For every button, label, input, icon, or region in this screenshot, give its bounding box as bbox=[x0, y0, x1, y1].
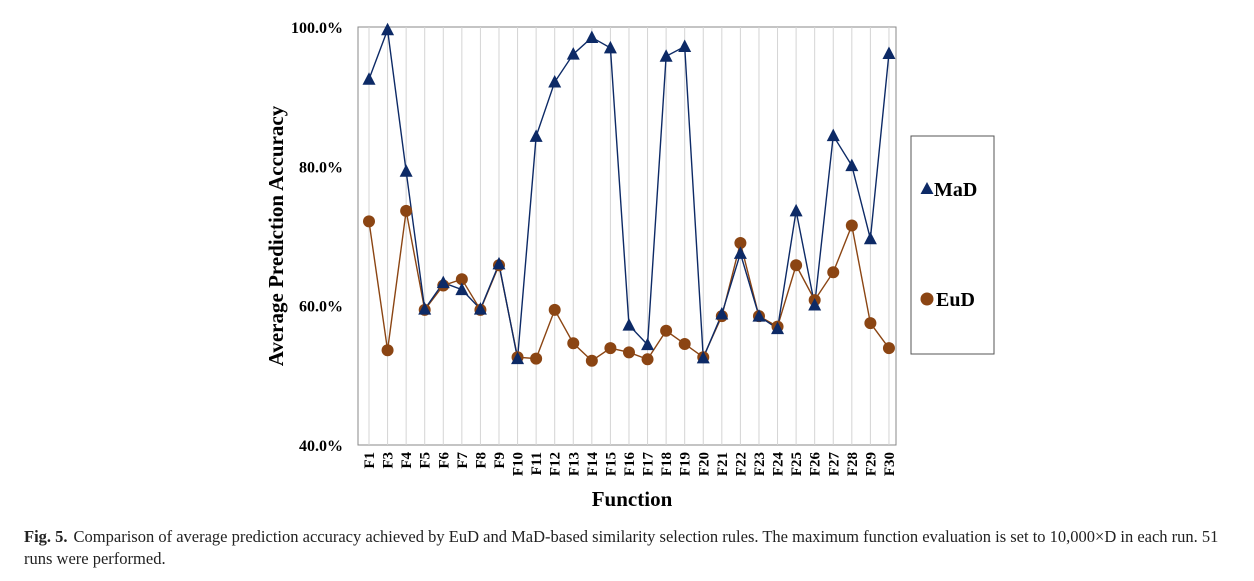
point-eud-f13 bbox=[567, 337, 580, 350]
point-mad-f18 bbox=[659, 49, 673, 62]
point-mad-f6 bbox=[436, 275, 450, 289]
point-eud-f28 bbox=[845, 219, 858, 232]
point-mad-f4 bbox=[399, 164, 413, 177]
point-mad-f12 bbox=[548, 75, 562, 88]
x-tick-label: F14 bbox=[585, 452, 601, 477]
point-mad-f20 bbox=[696, 350, 710, 364]
point-eud-f29 bbox=[864, 317, 877, 330]
point-eud-f25 bbox=[790, 259, 803, 272]
series-markers bbox=[362, 22, 896, 367]
point-eud-f4 bbox=[400, 204, 413, 217]
x-tick-label: F12 bbox=[548, 452, 564, 476]
gridlines bbox=[368, 27, 890, 445]
x-tick-label: F28 bbox=[845, 452, 861, 476]
caption-label: Fig. 5. bbox=[24, 527, 68, 546]
x-tick-label: F10 bbox=[511, 452, 527, 476]
x-tick-label: F20 bbox=[696, 452, 712, 476]
x-tick-label: F8 bbox=[473, 452, 489, 469]
point-mad-f29 bbox=[863, 231, 877, 245]
point-eud-f27 bbox=[827, 266, 840, 279]
point-mad-f11 bbox=[529, 129, 543, 142]
point-mad-f25 bbox=[789, 203, 803, 217]
x-tick-label: F29 bbox=[863, 452, 879, 476]
point-eud-f12 bbox=[548, 303, 561, 316]
x-tick-label: F19 bbox=[678, 452, 694, 476]
x-tick-label: F4 bbox=[399, 452, 415, 469]
point-mad-f13 bbox=[566, 47, 580, 60]
point-mad-f15 bbox=[603, 40, 617, 54]
x-tick-label: F9 bbox=[492, 452, 508, 469]
legend-mad-marker bbox=[920, 182, 934, 194]
legend-mad-label: MaD bbox=[934, 179, 977, 201]
x-tick-label: F25 bbox=[789, 452, 805, 476]
point-eud-f3 bbox=[381, 344, 394, 357]
x-tick-label: F7 bbox=[455, 452, 471, 469]
legend-box bbox=[910, 135, 995, 355]
x-tick-label: F21 bbox=[715, 452, 731, 476]
point-mad-f1 bbox=[362, 72, 376, 85]
point-eud-f30 bbox=[882, 342, 895, 355]
legend-eud-label: EuD bbox=[936, 289, 975, 311]
point-eud-f11 bbox=[530, 352, 543, 365]
point-mad-f16 bbox=[622, 318, 636, 331]
point-mad-f9 bbox=[492, 256, 506, 270]
x-tick-label: F26 bbox=[808, 452, 824, 477]
point-mad-f10 bbox=[511, 351, 525, 365]
point-eud-f15 bbox=[604, 342, 617, 355]
y-tick-label: 80.0% bbox=[299, 159, 343, 176]
point-mad-f24 bbox=[771, 321, 785, 335]
point-mad-f17 bbox=[641, 337, 655, 351]
point-mad-f23 bbox=[752, 309, 766, 322]
point-mad-f26 bbox=[808, 297, 822, 311]
chart: 40.0%60.0%80.0%100.0% F1 F3 F4 F5 F6 F7 F8 F9 F1… bbox=[264, 20, 995, 511]
x-tick-label: F5 bbox=[418, 452, 434, 469]
point-mad-f7 bbox=[455, 282, 469, 296]
caption-text: Comparison of average prediction accurac… bbox=[24, 527, 1219, 568]
plot-area bbox=[357, 26, 897, 446]
point-mad-f14 bbox=[585, 30, 599, 43]
x-axis-ticks: F1 F3 F4 F5 F6 F7 F8 F9 F10 F11 F12 F13 F14 F15 F16 F17… bbox=[362, 452, 898, 477]
point-mad-f27 bbox=[826, 128, 840, 142]
x-tick-label: F6 bbox=[436, 452, 452, 469]
legend: MaD EuD bbox=[910, 135, 995, 355]
point-mad-f28 bbox=[845, 158, 859, 172]
y-tick-label: 40.0% bbox=[299, 438, 343, 455]
point-mad-f8 bbox=[473, 302, 487, 315]
x-tick-label: F18 bbox=[659, 452, 675, 476]
figure-caption: Fig. 5. Comparison of average prediction … bbox=[24, 526, 1239, 570]
y-axis-ticks: 40.0% 60.0% 80.0% 100.0% bbox=[291, 20, 343, 455]
y-tick-label: 100.0% bbox=[291, 20, 343, 37]
x-tick-label: F1 bbox=[362, 452, 378, 469]
x-tick-label: F3 bbox=[381, 452, 397, 469]
point-eud-f18 bbox=[660, 324, 673, 337]
x-tick-label: F24 bbox=[771, 452, 787, 477]
point-eud-f16 bbox=[622, 346, 635, 359]
x-tick-label: F15 bbox=[603, 452, 619, 476]
point-eud-f1 bbox=[363, 215, 375, 228]
x-tick-label: F23 bbox=[752, 452, 768, 476]
x-tick-label: F30 bbox=[882, 452, 898, 476]
x-tick-label: F17 bbox=[641, 452, 657, 477]
point-eud-f22 bbox=[734, 236, 747, 249]
point-mad-f3 bbox=[381, 22, 395, 36]
x-tick-label: F16 bbox=[622, 452, 638, 477]
point-mad-f21 bbox=[715, 307, 729, 320]
x-tick-label: F22 bbox=[733, 452, 749, 476]
point-eud-f14 bbox=[585, 354, 598, 367]
x-tick-label: F27 bbox=[826, 452, 842, 477]
point-eud-f17 bbox=[641, 353, 654, 366]
point-mad-f5 bbox=[418, 302, 432, 315]
point-mad-f19 bbox=[678, 39, 692, 53]
y-axis-title: Average Prediction Accuracy bbox=[264, 105, 288, 366]
legend-eud-marker bbox=[920, 292, 934, 306]
x-tick-label: F13 bbox=[566, 452, 582, 476]
point-mad-f22 bbox=[733, 246, 747, 259]
point-eud-f19 bbox=[678, 337, 691, 350]
point-eud-f7 bbox=[455, 273, 468, 286]
x-tick-label: F11 bbox=[529, 452, 545, 475]
point-mad-f30 bbox=[882, 46, 896, 59]
x-axis-title: Function bbox=[592, 487, 673, 511]
y-tick-label: 60.0% bbox=[299, 299, 343, 316]
